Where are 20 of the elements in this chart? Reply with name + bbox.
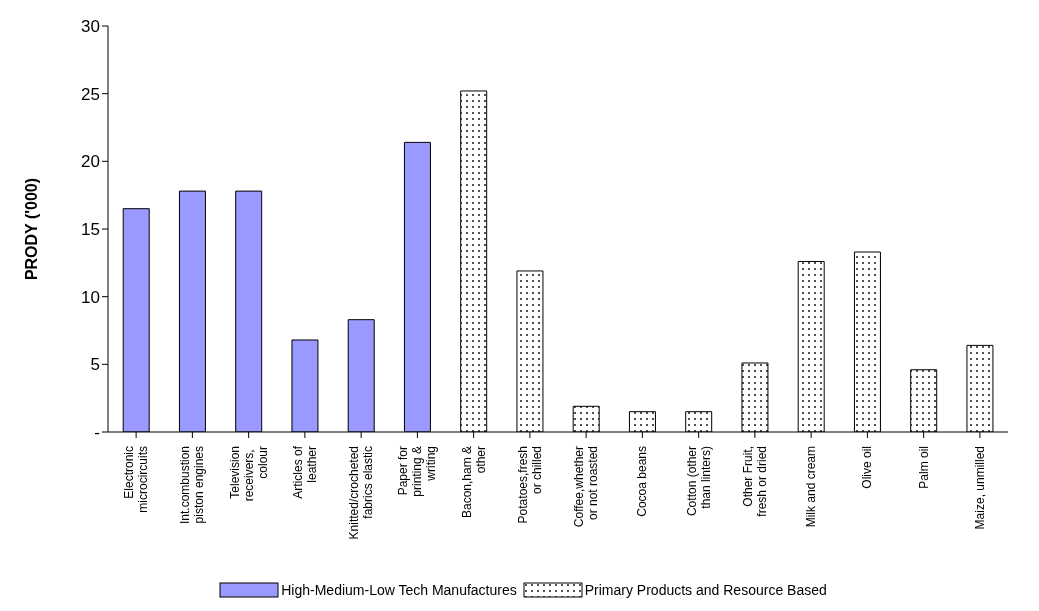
x-tick-label: Palm oil: [916, 446, 931, 489]
y-tick-label: 10: [81, 287, 100, 307]
y-tick-label: 30: [81, 17, 100, 37]
y-tick-label: 25: [81, 84, 100, 104]
legend-label: High-Medium-Low Tech Manufactures: [281, 582, 517, 598]
y-tick-label: -: [94, 423, 100, 443]
x-tick-label: Olive oil: [860, 446, 875, 489]
legend-label: Primary Products and Resource Based: [584, 582, 827, 598]
x-tick-label: Milk and cream: [804, 446, 819, 528]
y-tick-label: 5: [90, 355, 100, 375]
x-tick-label: Cocoa beans: [635, 446, 650, 517]
x-tick-label: Electronic microcircuits: [122, 446, 151, 513]
x-tick-label: Paper for printing & writing: [396, 446, 439, 497]
y-tick-label: 20: [81, 152, 100, 172]
x-tick-label: Maize, unmilled: [972, 446, 987, 530]
x-tick-label: Cotton (other than linters): [684, 446, 713, 517]
y-axis-title: PRODY ('000): [22, 177, 40, 281]
x-tick-label: Bacon,ham & other: [459, 446, 488, 519]
y-tick-label: 15: [81, 220, 100, 240]
x-tick-label: Television receivers, colour: [227, 446, 270, 502]
